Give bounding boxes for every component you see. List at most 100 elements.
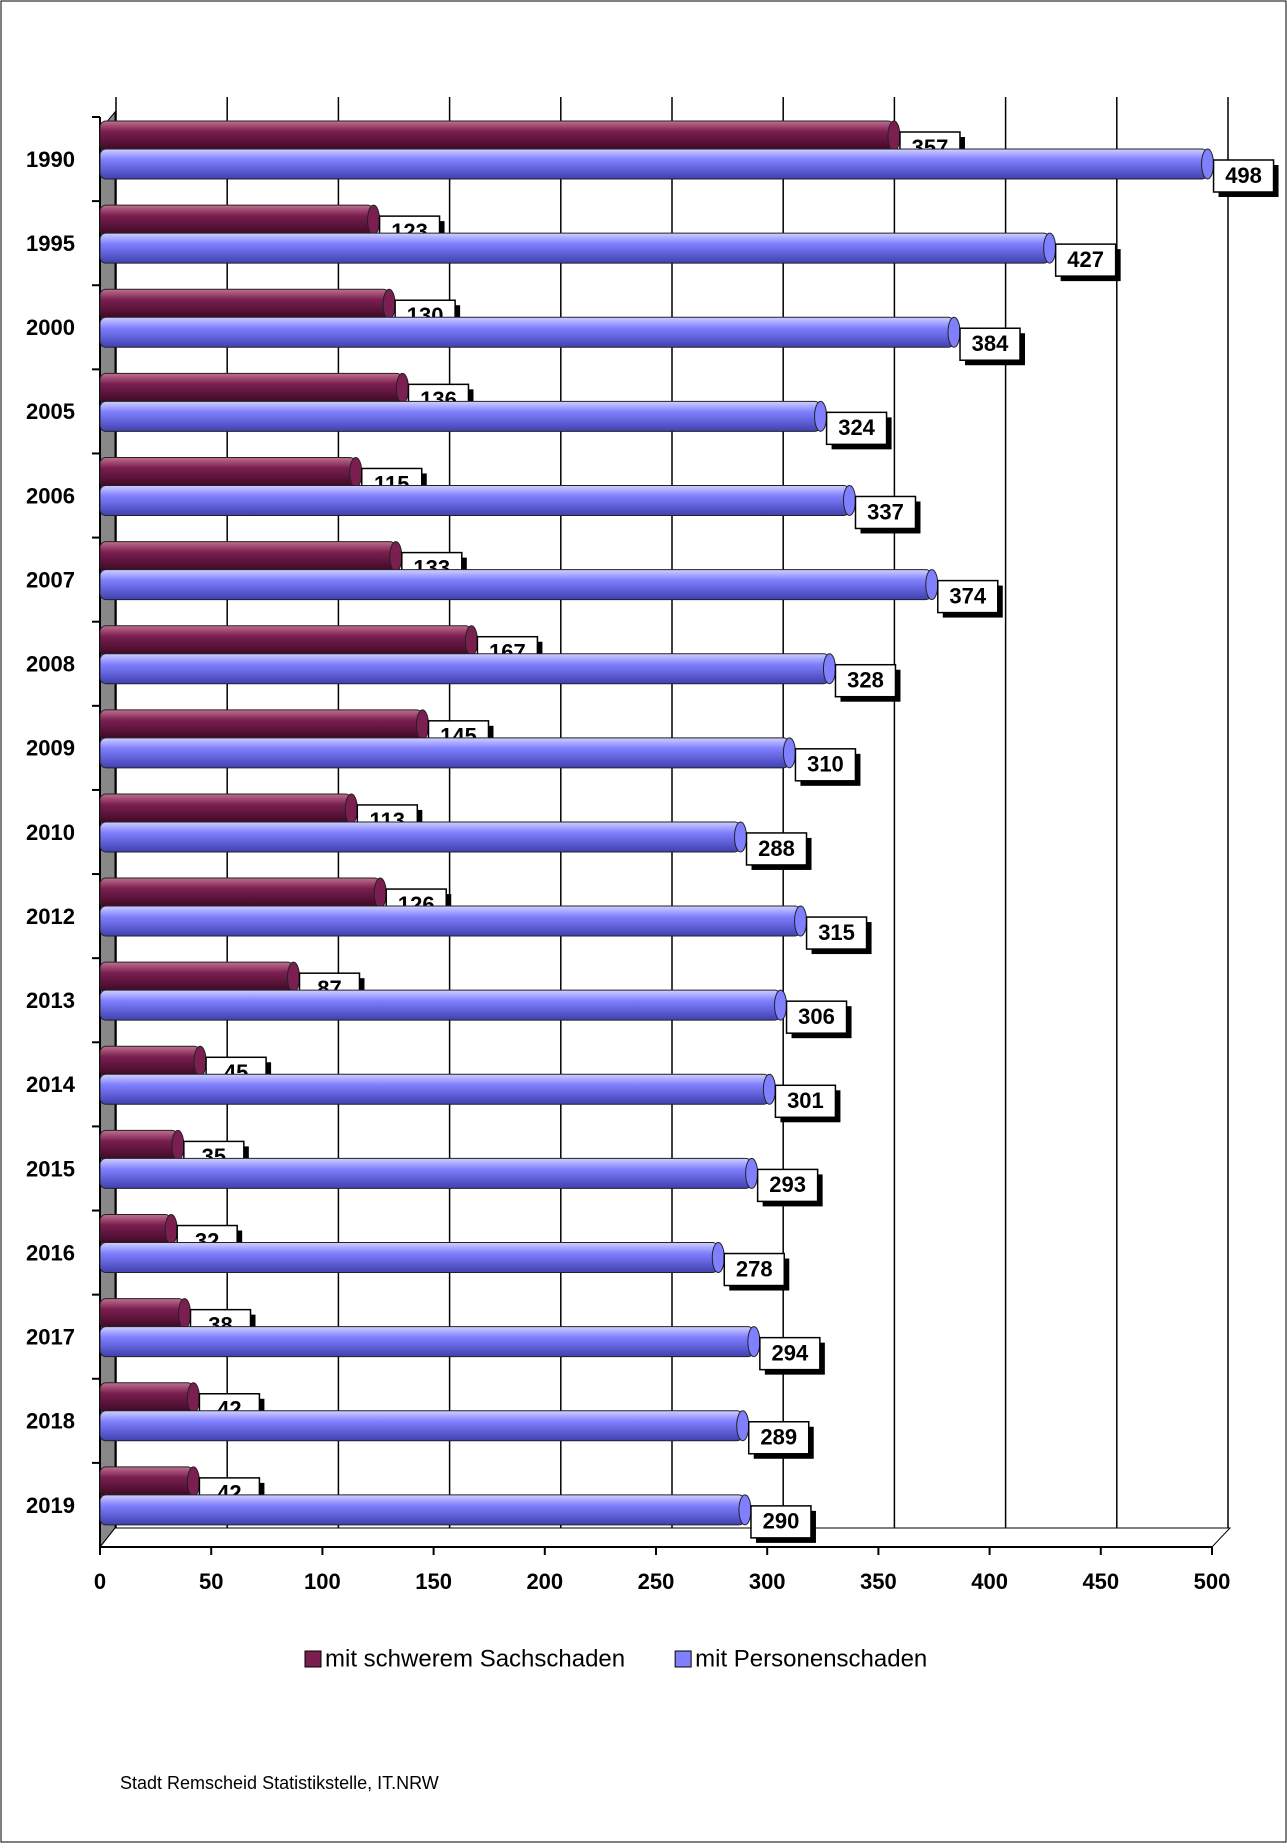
value-label: 374 (949, 583, 986, 608)
bar (99, 653, 830, 685)
value-label-box (774, 1084, 837, 1119)
bar-cap (373, 877, 387, 909)
bar-cap (745, 1157, 759, 1189)
y-tick-label: 2018 (26, 1409, 75, 1434)
bar-cap (193, 1045, 207, 1077)
x-tick-label: 0 (94, 1569, 106, 1594)
value-label: 315 (818, 920, 855, 945)
value-label-box (825, 411, 888, 446)
legend-swatch (304, 1650, 322, 1668)
y-tick-label: 2007 (26, 567, 75, 592)
value-label: 278 (736, 1256, 773, 1281)
x-tick-label: 250 (638, 1569, 675, 1594)
bar (99, 1129, 179, 1161)
bar (99, 204, 375, 236)
bar (99, 288, 390, 320)
bar (99, 1242, 719, 1274)
x-tick-label: 50 (199, 1569, 223, 1594)
bar (99, 961, 294, 993)
bar (99, 1214, 172, 1246)
bar-cap (367, 204, 381, 236)
bar (99, 737, 790, 769)
bar-cap (814, 400, 828, 432)
bar (99, 1073, 770, 1105)
bar (99, 120, 895, 152)
bar-cap (887, 120, 901, 152)
bar (99, 821, 742, 853)
bar (99, 484, 850, 516)
bar-cap (774, 989, 788, 1021)
bar-cap (794, 905, 808, 937)
bar-cap (782, 737, 796, 769)
value-label-box (1212, 159, 1275, 193)
bar-cap (762, 1073, 776, 1105)
value-label: 289 (760, 1425, 797, 1450)
bar (99, 1298, 186, 1330)
value-label: 498 (1225, 163, 1262, 188)
value-label-box (937, 579, 999, 614)
y-tick-label: 1995 (26, 231, 75, 256)
bar-cap (186, 1466, 200, 1498)
y-tick-label: 2014 (26, 1072, 76, 1097)
bar (99, 1157, 753, 1189)
value-label-box (723, 1252, 786, 1287)
bar (99, 1326, 755, 1358)
bar-cap (711, 1242, 725, 1274)
y-tick-label: 2019 (26, 1493, 75, 1518)
bar (99, 625, 472, 657)
value-label: 337 (867, 499, 904, 524)
bar (99, 1494, 746, 1526)
value-label: 384 (972, 331, 1009, 356)
bar (99, 989, 782, 1021)
bar-cap (171, 1129, 185, 1161)
x-tick-label: 350 (860, 1569, 897, 1594)
value-label: 288 (758, 836, 795, 861)
bar-cap (738, 1494, 752, 1526)
bar (99, 1466, 194, 1498)
value-label: 310 (807, 752, 844, 777)
x-tick-label: 200 (526, 1569, 563, 1594)
x-tick-label: 450 (1082, 1569, 1119, 1594)
x-tick-label: 100 (304, 1569, 341, 1594)
floor (98, 1527, 1232, 1548)
bar-cap (186, 1382, 200, 1414)
bar (99, 316, 955, 348)
x-tick-label: 500 (1194, 1569, 1231, 1594)
y-tick-label: 2012 (26, 904, 75, 929)
y-tick-label: 2006 (26, 483, 75, 508)
value-label-box (834, 663, 897, 698)
x-tick-label: 300 (749, 1569, 786, 1594)
bar (99, 905, 802, 937)
legend-label: mit Personenschaden (695, 1645, 927, 1672)
value-label: 324 (838, 415, 875, 440)
value-label: 290 (763, 1509, 800, 1534)
legend-label: mit schwerem Sachschaden (325, 1645, 625, 1672)
value-label: 328 (847, 668, 884, 693)
value-label-box (1054, 243, 1117, 277)
bar-cap (344, 793, 358, 825)
value-label-box (759, 1336, 821, 1371)
value-label: 293 (769, 1172, 806, 1197)
bar (99, 148, 1209, 180)
value-label: 301 (787, 1088, 824, 1113)
y-tick-label: 2013 (26, 988, 75, 1013)
y-tick-label: 2016 (26, 1240, 75, 1265)
value-label-box (959, 327, 1021, 361)
value-label: 294 (771, 1340, 808, 1365)
bar (99, 400, 822, 432)
value-label-box (750, 1505, 812, 1539)
bar (99, 1382, 194, 1414)
y-tick-label: 2005 (26, 399, 75, 424)
value-label-box (745, 832, 808, 866)
value-label: 306 (798, 1004, 835, 1029)
value-label: 427 (1067, 247, 1104, 272)
legend-swatch (674, 1650, 692, 1668)
bar-cap (736, 1410, 750, 1442)
bar (99, 877, 381, 909)
bar-cap (389, 541, 403, 573)
bar-cap (164, 1214, 178, 1246)
bar-cap (349, 456, 363, 488)
y-tick-label: 2017 (26, 1325, 75, 1350)
